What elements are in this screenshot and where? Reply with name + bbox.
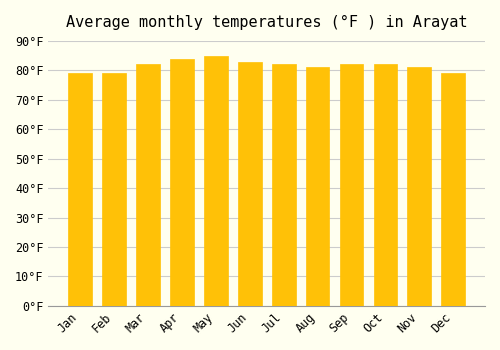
Bar xyxy=(102,73,126,306)
Bar xyxy=(136,64,160,306)
Bar xyxy=(238,62,262,306)
Title: Average monthly temperatures (°F ) in Arayat: Average monthly temperatures (°F ) in Ar… xyxy=(66,15,468,30)
Bar xyxy=(442,73,465,306)
Bar xyxy=(68,73,92,306)
Bar xyxy=(408,68,431,306)
Bar xyxy=(170,58,194,306)
Bar xyxy=(374,64,398,306)
Bar xyxy=(340,64,363,306)
Bar xyxy=(272,64,295,306)
Bar xyxy=(306,68,330,306)
Bar xyxy=(204,56,228,306)
